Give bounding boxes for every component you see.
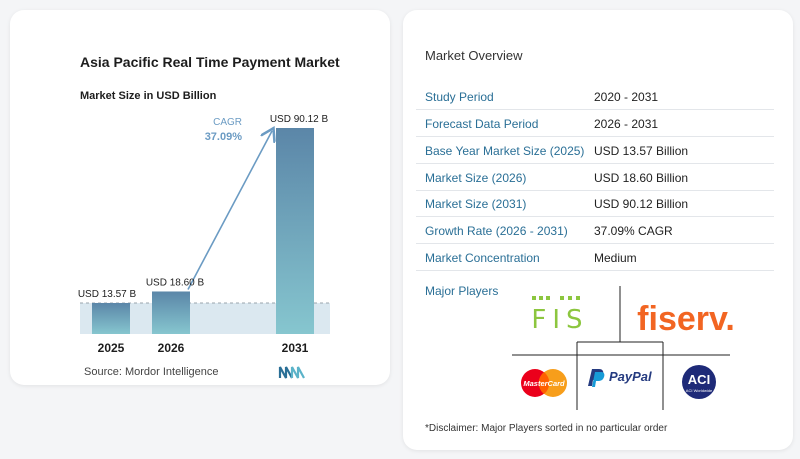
overview-row-value: 2020 - 2031: [594, 89, 659, 104]
data-label: USD 90.12 B: [270, 114, 329, 125]
overview-row: Base Year Market Size (2025) USD 13.57 B…: [416, 138, 774, 164]
overview-row-value: 37.09% CAGR: [594, 223, 673, 238]
mordor-intelligence-logo-icon: [278, 366, 305, 379]
bar-2026: [152, 291, 190, 334]
overview-row-value: Medium: [594, 250, 637, 265]
fis-logo-text: FIS: [531, 305, 588, 335]
cagr-label: CAGR: [213, 117, 242, 128]
overview-row-label: Study Period: [425, 89, 494, 104]
paypal-logo: PayPal: [588, 369, 652, 387]
overview-row-label: Growth Rate (2026 - 2031): [425, 223, 568, 238]
data-label: USD 18.60 B: [146, 277, 205, 288]
svg-text:ACI: ACI: [688, 372, 710, 387]
overview-row-label: Market Concentration: [425, 250, 540, 265]
overview-row-value: USD 90.12 Billion: [594, 196, 689, 211]
overview-row: Forecast Data Period 2026 - 2031: [416, 111, 774, 137]
mastercard-logo: MasterCard: [521, 369, 567, 397]
chart-subtitle: Market Size in USD Billion: [80, 90, 217, 102]
overview-row: Market Concentration Medium: [416, 245, 774, 271]
cagr-arrow: [187, 131, 272, 290]
fiserv-logo-text: fiserv.: [637, 300, 735, 338]
cagr-value: 37.09%: [205, 131, 243, 143]
chart-title: Asia Pacific Real Time Payment Market: [80, 54, 340, 70]
disclaimer: *Disclaimer: Major Players sorted in no …: [425, 423, 668, 434]
aci-logo-text: ACI Worldwide: [686, 388, 713, 393]
source-text: Source: Mordor Intelligence: [84, 366, 219, 378]
x-tick-label: 2031: [282, 341, 309, 355]
overview-row: Study Period 2020 - 2031: [416, 84, 774, 110]
fis-logo: FIS: [531, 296, 588, 335]
major-players-label: Major Players: [425, 284, 499, 298]
overview-row-label: Forecast Data Period: [425, 116, 539, 131]
bar-2025: [92, 302, 130, 334]
overview-row-value: USD 18.60 Billion: [594, 170, 689, 185]
aci-worldwide-logo: ACI ACI Worldwide: [682, 365, 716, 399]
mastercard-logo-text: MasterCard: [523, 379, 565, 388]
overview-row: Market Size (2031) USD 90.12 Billion: [416, 191, 774, 217]
overview-row-label: Base Year Market Size (2025): [425, 143, 585, 158]
paypal-logo-text: PayPal: [609, 369, 652, 384]
x-tick-label: 2026: [158, 341, 185, 355]
overview-row-value: USD 13.57 Billion: [594, 143, 689, 158]
bar-2031: [276, 128, 314, 334]
bar-chart: CAGR 37.09% USD 13.57 B 2025 USD 18.60 B 20…: [78, 114, 330, 355]
x-tick-label: 2025: [98, 341, 125, 355]
overview-title: Market Overview: [425, 48, 523, 63]
overview-row-label: Market Size (2026): [425, 170, 527, 185]
overview-row: Market Size (2026) USD 18.60 Billion: [416, 165, 774, 191]
data-label: USD 13.57 B: [78, 289, 137, 300]
overview-row-label: Market Size (2031): [425, 196, 527, 211]
overview-row: Growth Rate (2026 - 2031) 37.09% CAGR: [416, 218, 774, 244]
overview-row-value: 2026 - 2031: [594, 116, 659, 131]
